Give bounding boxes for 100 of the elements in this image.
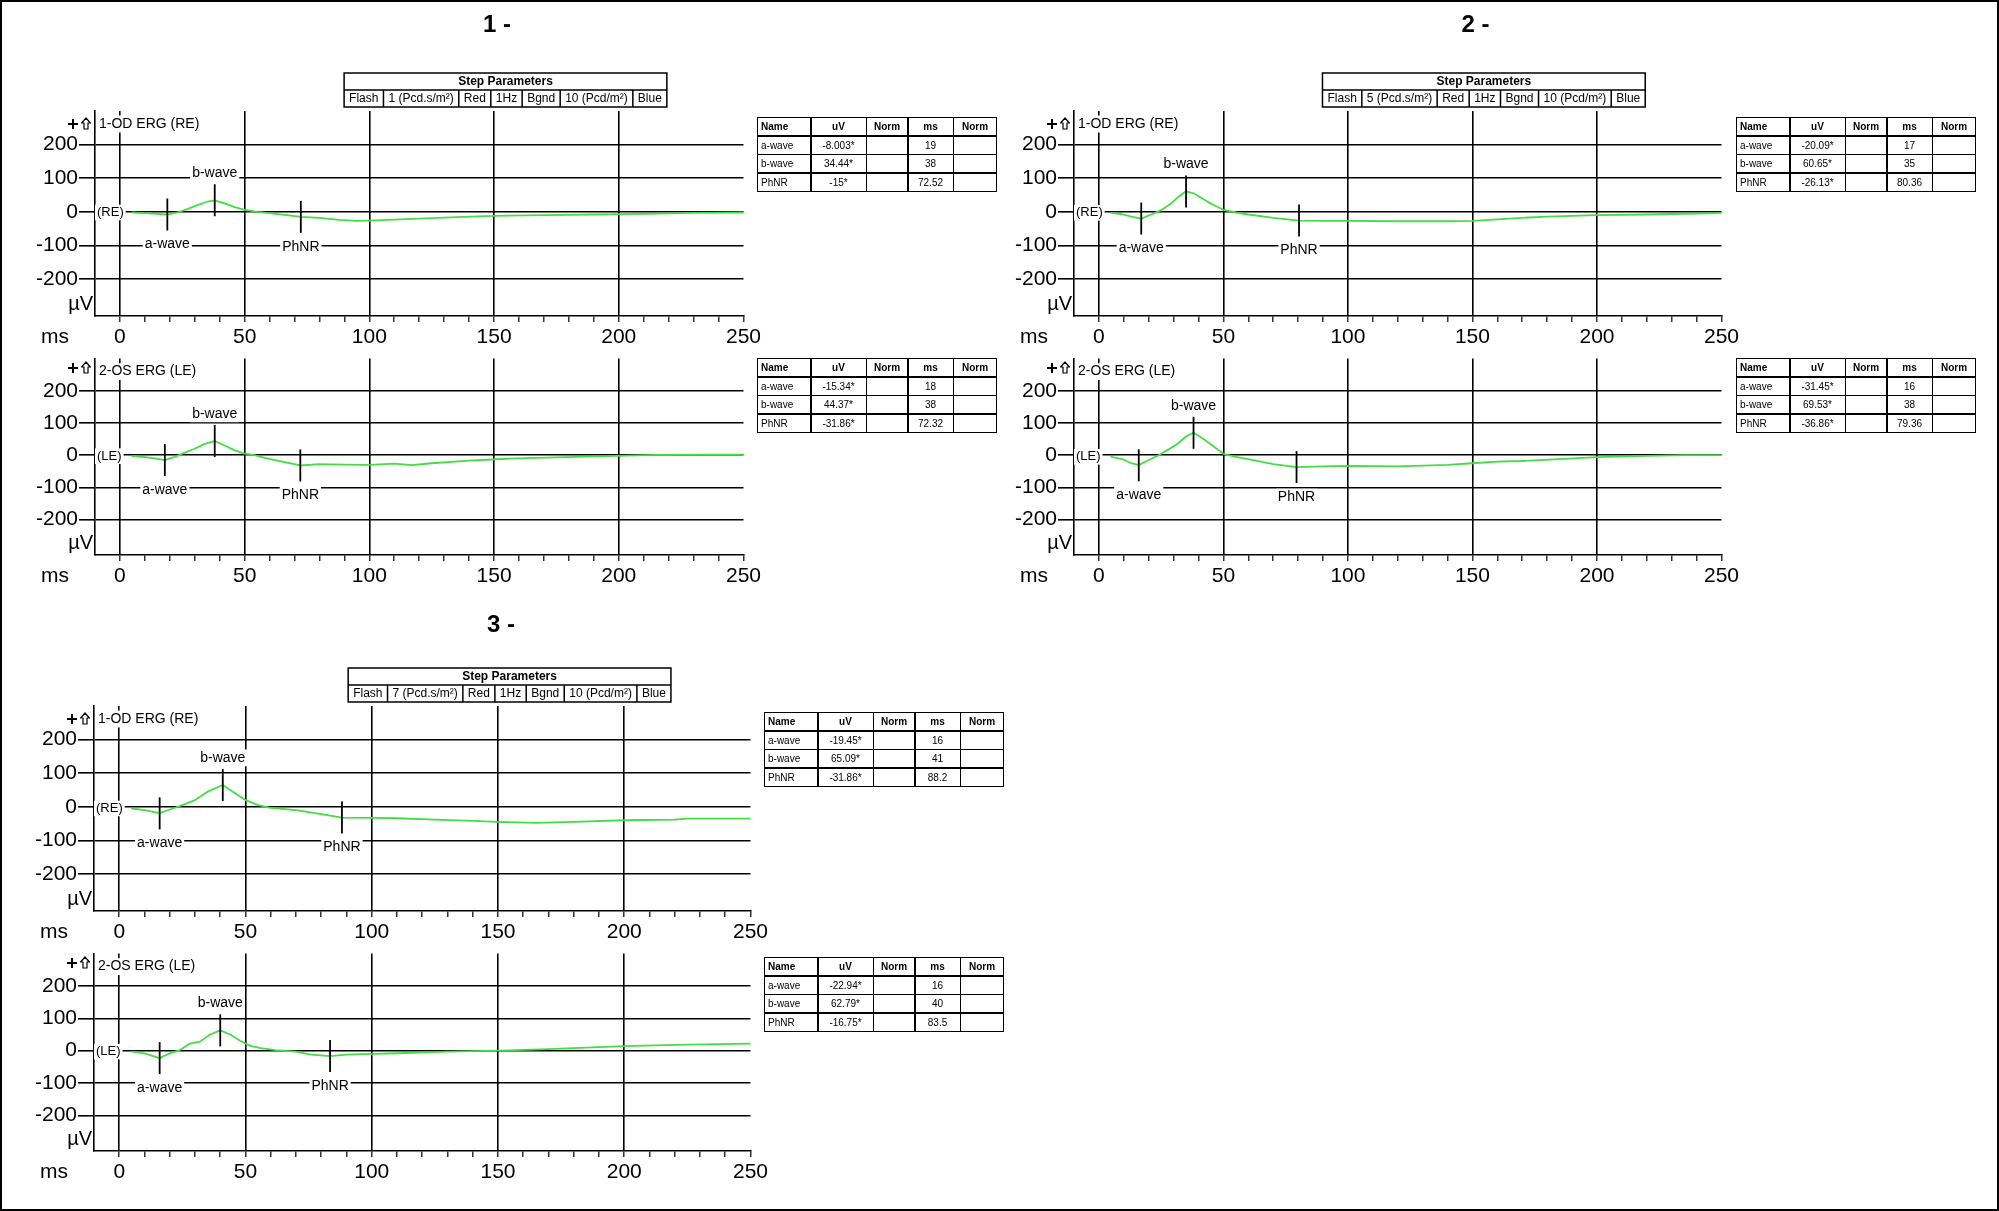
- x-tick-label: 200: [601, 324, 637, 348]
- y-tick-label: 100: [1021, 165, 1057, 189]
- data-label: -15.34*: [822, 380, 855, 392]
- chart-title: 1 -: [483, 9, 512, 37]
- text: Name: [761, 362, 789, 373]
- text: Step Parameters: [462, 668, 558, 683]
- data-label: 62.79*: [831, 998, 860, 1009]
- data-label: -31.86*: [822, 417, 855, 429]
- y-tick-label: 200: [1021, 377, 1057, 401]
- y-tick-label: 0: [65, 1037, 77, 1061]
- annotation: b-wave: [200, 748, 246, 765]
- x-tick-label: 50: [232, 563, 257, 587]
- x-tick-label: 150: [1454, 563, 1490, 587]
- y-axis-title: µV: [1047, 530, 1073, 553]
- text: Blue: [1616, 90, 1641, 105]
- x-tick-label: 50: [233, 1159, 258, 1183]
- x-tick-label: 150: [480, 1159, 516, 1183]
- annotation: PhNR: [323, 838, 361, 855]
- data-label: 34.44*: [824, 158, 853, 169]
- annotation: PhNR: [1280, 241, 1318, 258]
- text: Flash: [353, 685, 383, 700]
- annotation: a-wave: [137, 1078, 183, 1095]
- y-tick-label: -200: [35, 265, 78, 289]
- text: Blue: [641, 685, 667, 700]
- text: 1 (Pcd.s/m²): [388, 90, 454, 105]
- text: 1Hz: [499, 685, 522, 700]
- y-tick-label: -200: [34, 1102, 77, 1126]
- y-tick-label: 0: [1045, 441, 1057, 465]
- y-tick-label: -200: [1014, 506, 1057, 530]
- series-label: (RE): [97, 204, 124, 220]
- data-label: 18: [924, 380, 937, 392]
- x-tick-label: 0: [114, 563, 126, 587]
- text: Red: [1442, 90, 1465, 105]
- data-label: 72.32: [917, 417, 944, 429]
- data-label: 88.2: [927, 771, 948, 783]
- x-tick-label: 150: [1454, 324, 1490, 348]
- data-label: -20.09*: [1801, 139, 1834, 151]
- text: 1Hz: [1474, 90, 1496, 105]
- data-label: 80.36: [1896, 176, 1923, 188]
- x-tick-label: 100: [1330, 563, 1366, 587]
- y-tick-label: -200: [1014, 265, 1057, 289]
- data-label: 79.36: [1896, 417, 1923, 429]
- data-label: 38: [1903, 399, 1916, 410]
- series-label: (RE): [1076, 204, 1103, 220]
- x-tick-label: 150: [476, 563, 512, 587]
- series-label: (RE): [96, 800, 123, 816]
- x-tick-label: 50: [232, 324, 257, 348]
- legend-label: uV: [1811, 121, 1824, 132]
- annotation: PhNR: [281, 486, 319, 503]
- y-tick-label: 200: [41, 726, 77, 750]
- category-label: b-wave: [768, 753, 801, 764]
- y-tick-label: -100: [35, 474, 78, 498]
- data-label: -26.13*: [1801, 176, 1834, 188]
- legend-label: ms: [930, 961, 945, 972]
- x-tick-label: 0: [1093, 324, 1105, 348]
- text: Bgnd: [527, 90, 556, 105]
- legend-label: ms: [923, 121, 938, 132]
- y-tick-label: -100: [1014, 474, 1057, 498]
- text: 7 (Pcd.s/m²): [392, 685, 458, 700]
- y-tick-label: 100: [41, 1005, 77, 1029]
- x-tick-label: 100: [354, 1159, 390, 1183]
- text: Step Parameters: [1436, 73, 1532, 88]
- text: Norm: [1940, 121, 1968, 132]
- legend-label: uV: [832, 362, 845, 373]
- annotation: b-wave: [192, 404, 238, 421]
- category-label: b-wave: [1740, 399, 1773, 410]
- x-tick-label: 150: [480, 919, 516, 943]
- data-label: -19.45*: [829, 734, 862, 746]
- series-label: (LE): [96, 1043, 121, 1059]
- annotation: a-wave: [1116, 486, 1162, 503]
- category-label: PhNR: [761, 176, 788, 188]
- category-label: a-wave: [768, 979, 801, 991]
- legend-label: Norm: [880, 961, 908, 972]
- text: Step Parameters: [458, 73, 554, 88]
- text: 1Hz: [495, 90, 518, 105]
- y-tick-label: 100: [42, 409, 78, 433]
- text: Flash: [1327, 90, 1357, 105]
- y-tick-label: 100: [41, 760, 77, 784]
- x-axis-title: ms: [1020, 562, 1048, 586]
- text: Norm: [961, 121, 989, 132]
- text: Bgnd: [531, 685, 560, 700]
- data-label: 72.52: [917, 176, 944, 188]
- legend-label: ms: [923, 362, 938, 373]
- text: Blue: [637, 90, 663, 105]
- legend-label: Norm: [1852, 121, 1880, 132]
- y-tick-label: 100: [42, 165, 78, 189]
- annotation: PhNR: [282, 237, 320, 254]
- x-tick-label: 0: [113, 919, 126, 943]
- chart-subtitle: 2-OS ERG (LE): [1078, 362, 1176, 379]
- x-tick-label: 250: [732, 919, 768, 943]
- data-label: 60.65*: [1803, 158, 1832, 169]
- x-tick-label: 200: [1579, 563, 1615, 587]
- y-tick-label: -100: [34, 1069, 77, 1093]
- y-axis-title: µV: [68, 530, 94, 553]
- y-tick-label: -200: [34, 860, 77, 884]
- y-tick-label: 0: [66, 198, 78, 222]
- text: Red: [463, 90, 486, 105]
- x-tick-label: 100: [1330, 324, 1366, 348]
- x-tick-label: 250: [725, 563, 761, 587]
- data-label: 16: [1903, 380, 1916, 392]
